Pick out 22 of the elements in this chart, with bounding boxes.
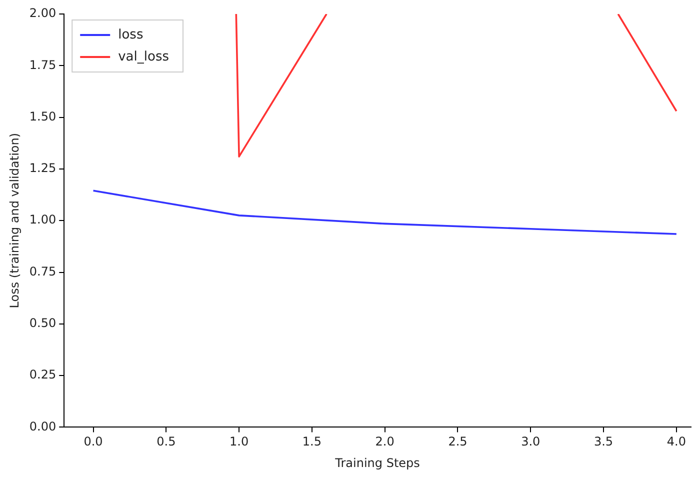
- y-tick-label: 2.00: [29, 6, 56, 20]
- x-tick-label: 2.0: [375, 434, 394, 449]
- y-tick-label: 0.50: [29, 316, 56, 330]
- y-tick-label: 1.00: [29, 212, 56, 227]
- y-axis-title: Loss (training and validation): [7, 132, 22, 308]
- legend-label: loss: [118, 27, 144, 42]
- y-tick-label: 0.00: [29, 419, 56, 434]
- legend-label: val_loss: [118, 49, 170, 64]
- x-axis-title: Training Steps: [334, 456, 420, 470]
- x-tick-label: 0.5: [156, 434, 176, 449]
- x-tick-label: 1.5: [302, 434, 322, 449]
- y-tick-label: 1.25: [29, 161, 56, 176]
- x-tick-label: 3.0: [521, 434, 540, 449]
- y-tick-label: 0.25: [29, 368, 56, 382]
- x-tick-label: 0.0: [84, 434, 103, 449]
- y-tick-label: 1.75: [29, 58, 56, 72]
- x-tick-label: 3.5: [594, 434, 614, 449]
- x-tick-label: 2.5: [448, 434, 468, 449]
- y-tick-label: 0.75: [29, 264, 56, 278]
- x-tick-label: 1.0: [230, 434, 249, 449]
- y-tick-label: 1.50: [29, 109, 56, 124]
- x-tick-label: 4.0: [666, 434, 686, 449]
